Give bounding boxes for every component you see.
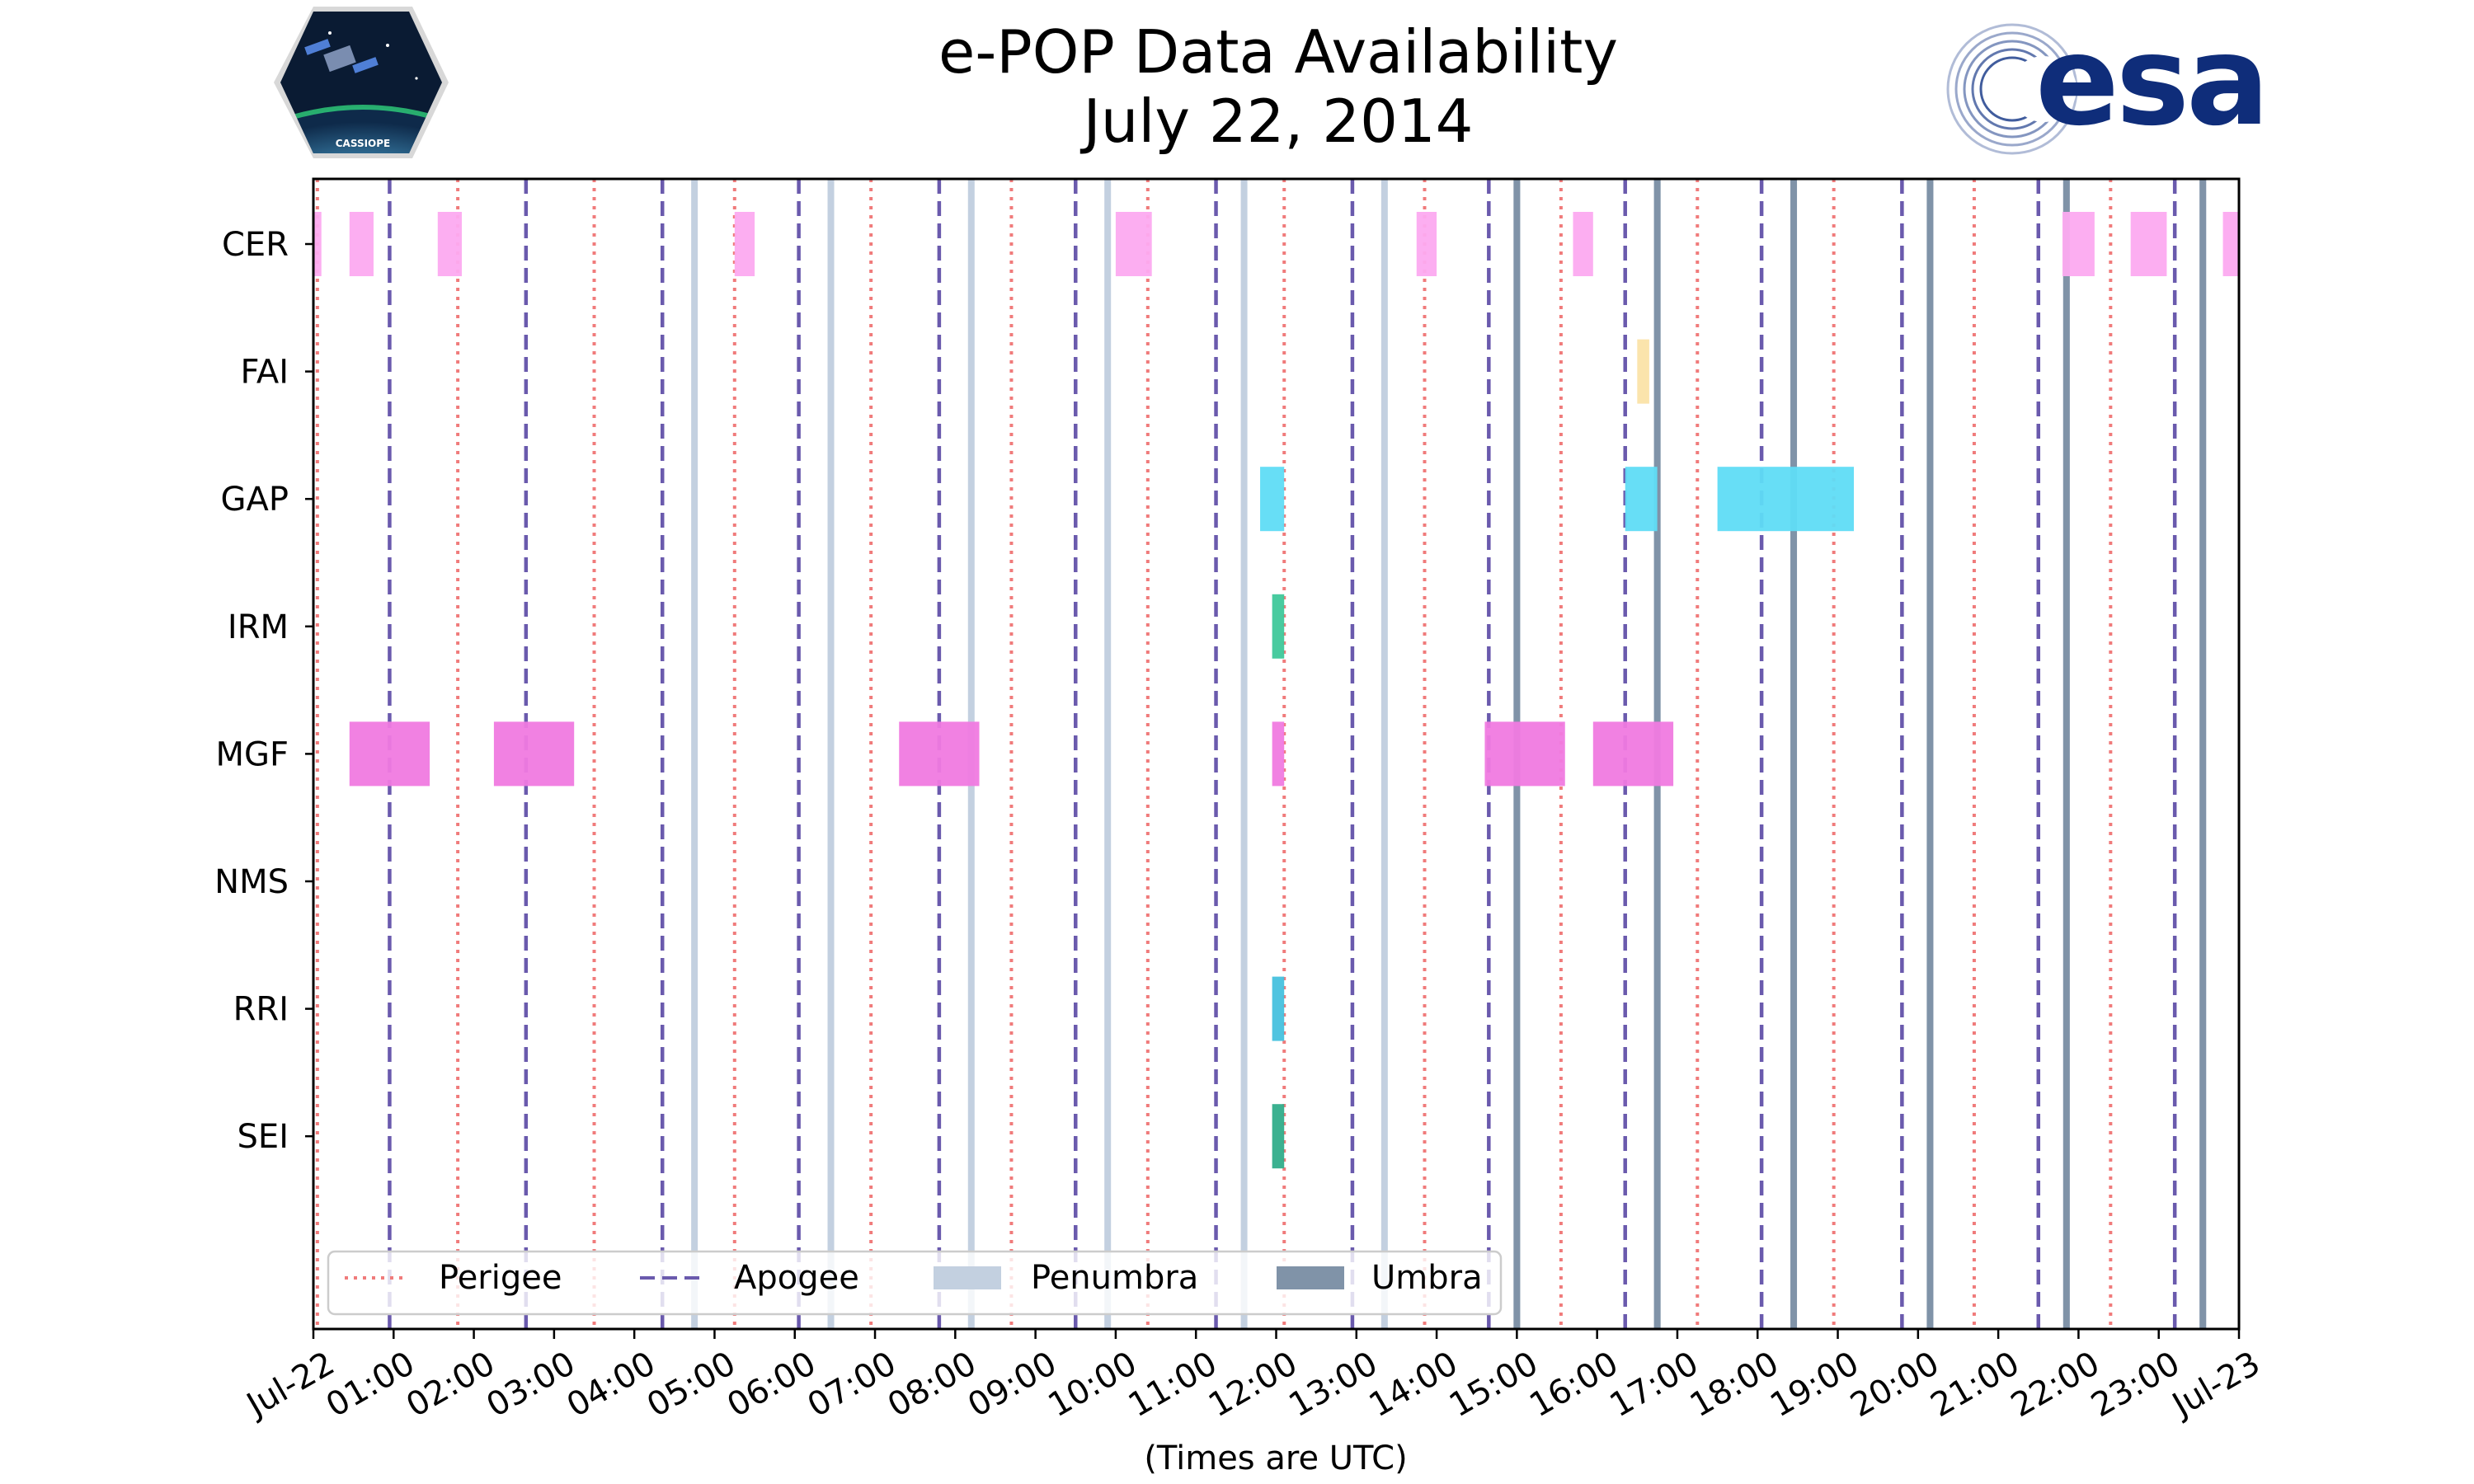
bar-cer-2 [437,212,462,276]
x-tick-label-19: 19:00 [1764,1345,1865,1425]
x-tick-label-18: 18:00 [1684,1345,1785,1425]
x-tick-label-11: 11:00 [1122,1345,1224,1425]
umbra-band-4 [2062,179,2070,1329]
x-tick-label-5: 05:00 [641,1345,742,1425]
x-tick-label-13: 13:00 [1282,1345,1384,1425]
x-tick-label-8: 08:00 [882,1345,983,1425]
bar-mgf-0 [349,721,430,787]
y-axis: CER FAI GAP IRM MGF NMS RRI SEI [214,226,313,1156]
bar-gap-1 [1625,467,1658,532]
legend-umbra-swatch [1277,1266,1344,1289]
legend-umbra-label: Umbra [1371,1259,1483,1297]
x-tick-label-22: 22:00 [2005,1345,2106,1425]
x-axis: Jul-2201:0002:0003:0004:0005:0006:0007:0… [238,1329,2266,1425]
bar-cer-8 [2130,212,2167,276]
umbra-band-5 [2199,179,2207,1329]
penumbra-band-0 [691,179,698,1329]
y-tick-label-cer: CER [222,226,289,264]
y-tick-label-irm: IRM [228,608,289,646]
y-tick-label-mgf: MGF [215,735,289,773]
penumbra-band-5 [1380,179,1388,1329]
y-tick-label-sei: SEI [238,1118,289,1156]
x-tick-label-14: 14:00 [1363,1345,1465,1425]
x-tick-label-21: 21:00 [1925,1345,2026,1425]
x-tick-label-2: 02:00 [400,1345,501,1425]
x-tick-label-1: 01:00 [320,1345,421,1425]
bar-mgf-2 [899,721,980,787]
x-tick-label-7: 07:00 [802,1345,903,1425]
penumbra-band-1 [827,179,835,1329]
legend-apogee-label: Apogee [734,1259,859,1297]
availability-bars [313,212,2239,1169]
chart-title: e-POP Data Availability [938,17,1618,87]
x-tick-label-23: 23:00 [2085,1345,2186,1425]
y-tick-label-nms: NMS [214,863,289,901]
bar-sei-0 [1272,1104,1285,1169]
legend-perigee-label: Perigee [439,1259,562,1297]
bar-fai-0 [1637,339,1649,404]
x-tick-label-0: Jul-22 [238,1345,341,1425]
legend-penumbra-swatch [934,1266,1001,1289]
esa-logo-text: esa [2035,10,2266,153]
legend-box [327,1250,1503,1316]
x-tick-label-15: 15:00 [1443,1345,1545,1425]
bar-cer-7 [2062,212,2095,276]
bar-cer-1 [349,212,374,276]
y-tick-label-gap: GAP [221,481,289,519]
y-tick-label-fai: FAI [241,354,289,392]
x-tick-label-4: 04:00 [561,1345,662,1425]
bar-mgf-1 [493,721,575,787]
penumbra-band-4 [1240,179,1248,1329]
bar-cer-3 [734,212,755,276]
x-tick-label-3: 03:00 [480,1345,581,1425]
bar-cer-6 [1573,212,1593,276]
legend: Perigee Apogee Penumbra Umbra [327,1250,1503,1316]
umbra-band-2 [1790,179,1798,1329]
x-tick-label-24: Jul-23 [2164,1345,2266,1425]
x-tick-label-10: 10:00 [1042,1345,1143,1425]
penumbra-band-3 [1104,179,1112,1329]
esa-logo: esa [1946,10,2269,155]
bar-rri-0 [1272,976,1285,1041]
bar-cer-9 [2222,212,2239,276]
x-tick-label-17: 17:00 [1604,1345,1705,1425]
x-tick-label-20: 20:00 [1844,1345,1945,1425]
x-tick-label-16: 16:00 [1523,1345,1625,1425]
bar-cer-5 [1416,212,1437,276]
bar-irm-0 [1272,594,1285,659]
x-tick-label-9: 09:00 [962,1345,1063,1425]
bar-cer-4 [1115,212,1152,276]
cassiope-logo-text: CASSIOPE [336,138,391,149]
x-axis-label: (Times are UTC) [1144,1439,1407,1477]
bar-mgf-4 [1484,721,1565,787]
bar-cer-0 [313,212,322,276]
umbra-band-3 [1926,179,1934,1329]
bar-mgf-3 [1272,721,1285,787]
bar-gap-2 [1717,467,1854,532]
bar-gap-0 [1260,467,1285,532]
x-tick-label-12: 12:00 [1202,1345,1304,1425]
orbit-markers [315,179,2177,1329]
x-tick-label-6: 06:00 [721,1345,822,1425]
y-tick-label-rri: RRI [233,991,289,1029]
bar-mgf-5 [1592,721,1674,787]
legend-penumbra-label: Penumbra [1031,1259,1198,1297]
chart-subtitle: July 22, 2014 [1080,87,1474,156]
